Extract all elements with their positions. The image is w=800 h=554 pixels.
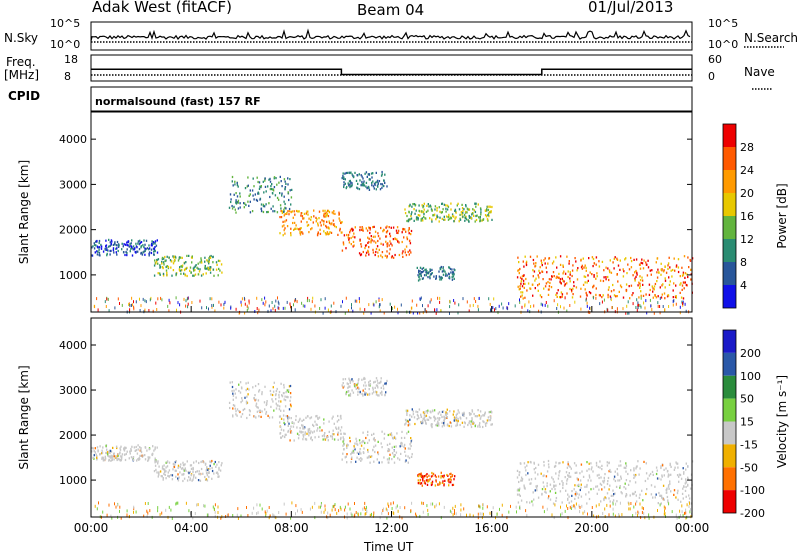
velocity-colorbar-label: Velocity [m s⁻¹] <box>775 375 789 468</box>
velocity-colorbar-swatch <box>723 330 736 353</box>
velocity-colorbar-tick: 200 <box>740 347 761 360</box>
velocity-colorbar-tick: -100 <box>740 484 765 497</box>
power-colorbar-swatch <box>723 124 736 147</box>
nsky-tick-top: 10^5 <box>50 17 81 30</box>
velocity-colorbar-tick: 50 <box>740 393 754 406</box>
velocity-colorbar-swatch <box>723 375 736 399</box>
velocity-colorbar-frame <box>722 329 737 514</box>
power-ytick-label: 2000 <box>59 224 87 237</box>
x-tick-label: 04:00 <box>174 521 209 535</box>
x-axis-label: Time UT <box>364 540 414 554</box>
power-ytick-label: 3000 <box>59 178 87 191</box>
freq-unit: [MHz] <box>4 68 40 82</box>
nsearch-label: N.Search <box>744 31 799 45</box>
cpid-value: normalsound (fast) 157 RF <box>95 95 261 108</box>
power-colorbar-swatch <box>723 285 736 308</box>
cpid-label: CPID <box>8 89 41 103</box>
power-colorbar-tick: 20 <box>740 187 754 200</box>
nsky-tick-bottom: 10^0 <box>50 38 81 51</box>
power-colorbar-tick: 28 <box>740 141 754 154</box>
velocity-ytick-label: 3000 <box>59 384 87 397</box>
power-colorbar-tick: 16 <box>740 210 754 223</box>
velocity-ytick-label: 4000 <box>59 339 87 352</box>
power-y-axis-label: Slant Range [km] <box>17 160 31 264</box>
velocity-panel-frame <box>90 317 693 518</box>
power-colorbar-tick: 8 <box>740 256 747 269</box>
velocity-heatmap-cells <box>91 376 694 520</box>
freq-panel-frame <box>90 54 693 82</box>
velocity-ytick-label: 2000 <box>59 429 87 442</box>
power-colorbar-frame <box>722 123 737 309</box>
velocity-colorbar-tick: -200 <box>740 507 765 520</box>
x-tick-label: 08:00 <box>274 521 309 535</box>
velocity-colorbar-tick: 15 <box>740 416 754 429</box>
velocity-colorbar-tick: 100 <box>740 370 761 383</box>
velocity-colorbar-swatch <box>723 444 736 468</box>
power-colorbar-tick: 24 <box>740 164 754 177</box>
power-colorbar-swatch <box>723 262 736 285</box>
power-colorbar-swatch <box>723 170 736 193</box>
x-tick-label: 00:00 <box>675 521 710 535</box>
power-colorbar-swatch <box>723 193 736 216</box>
x-tick-label: 12:00 <box>374 521 409 535</box>
sky-panel-frame <box>90 21 693 51</box>
power-heatmap-cells <box>91 170 694 315</box>
power-colorbar-label: Power [dB] <box>775 183 789 248</box>
date-title: 01/Jul/2013 <box>588 0 674 16</box>
nave-tick-bottom: 0 <box>708 70 715 83</box>
nsky-label: N.Sky <box>4 31 39 45</box>
velocity-colorbar-swatch <box>723 352 736 376</box>
cpid-panel-frame <box>90 86 693 112</box>
power-panel-frame <box>90 111 693 313</box>
freq-trace <box>91 68 692 76</box>
nave-tick-top: 60 <box>708 53 722 66</box>
beam-title: Beam 04 <box>357 1 425 19</box>
x-tick-label: 00:00 <box>74 521 109 535</box>
velocity-colorbar-swatch <box>723 467 736 491</box>
power-ytick-label: 1000 <box>59 269 87 282</box>
power-colorbar-swatch <box>723 216 736 239</box>
velocity-y-axis-label: Slant Range [km] <box>17 365 31 469</box>
power-colorbar-swatch <box>723 239 736 262</box>
velocity-colorbar-swatch <box>723 398 736 422</box>
velocity-ytick-label: 1000 <box>59 474 87 487</box>
station-title: Adak West (fitACF) <box>92 0 232 16</box>
velocity-colorbar-tick: -15 <box>740 438 758 451</box>
power-ytick-label: 4000 <box>59 133 87 146</box>
x-tick-label: 20:00 <box>575 521 610 535</box>
velocity-colorbar-swatch <box>723 490 736 513</box>
power-colorbar-tick: 4 <box>740 279 747 292</box>
nsearch-tick-bottom: 10^0 <box>708 38 739 51</box>
velocity-colorbar-swatch <box>723 421 736 445</box>
freq-label: Freq. <box>6 55 36 69</box>
power-colorbar-tick: 12 <box>740 233 754 246</box>
nsky-trace <box>90 28 691 42</box>
velocity-colorbar-tick: -50 <box>740 461 758 474</box>
nsearch-tick-top: 10^5 <box>708 17 739 30</box>
freq-tick-top: 18 <box>64 53 78 66</box>
nave-label: Nave <box>744 65 775 79</box>
power-colorbar-swatch <box>723 147 736 170</box>
freq-tick-bottom: 8 <box>64 70 71 83</box>
x-tick-label: 16:00 <box>474 521 509 535</box>
